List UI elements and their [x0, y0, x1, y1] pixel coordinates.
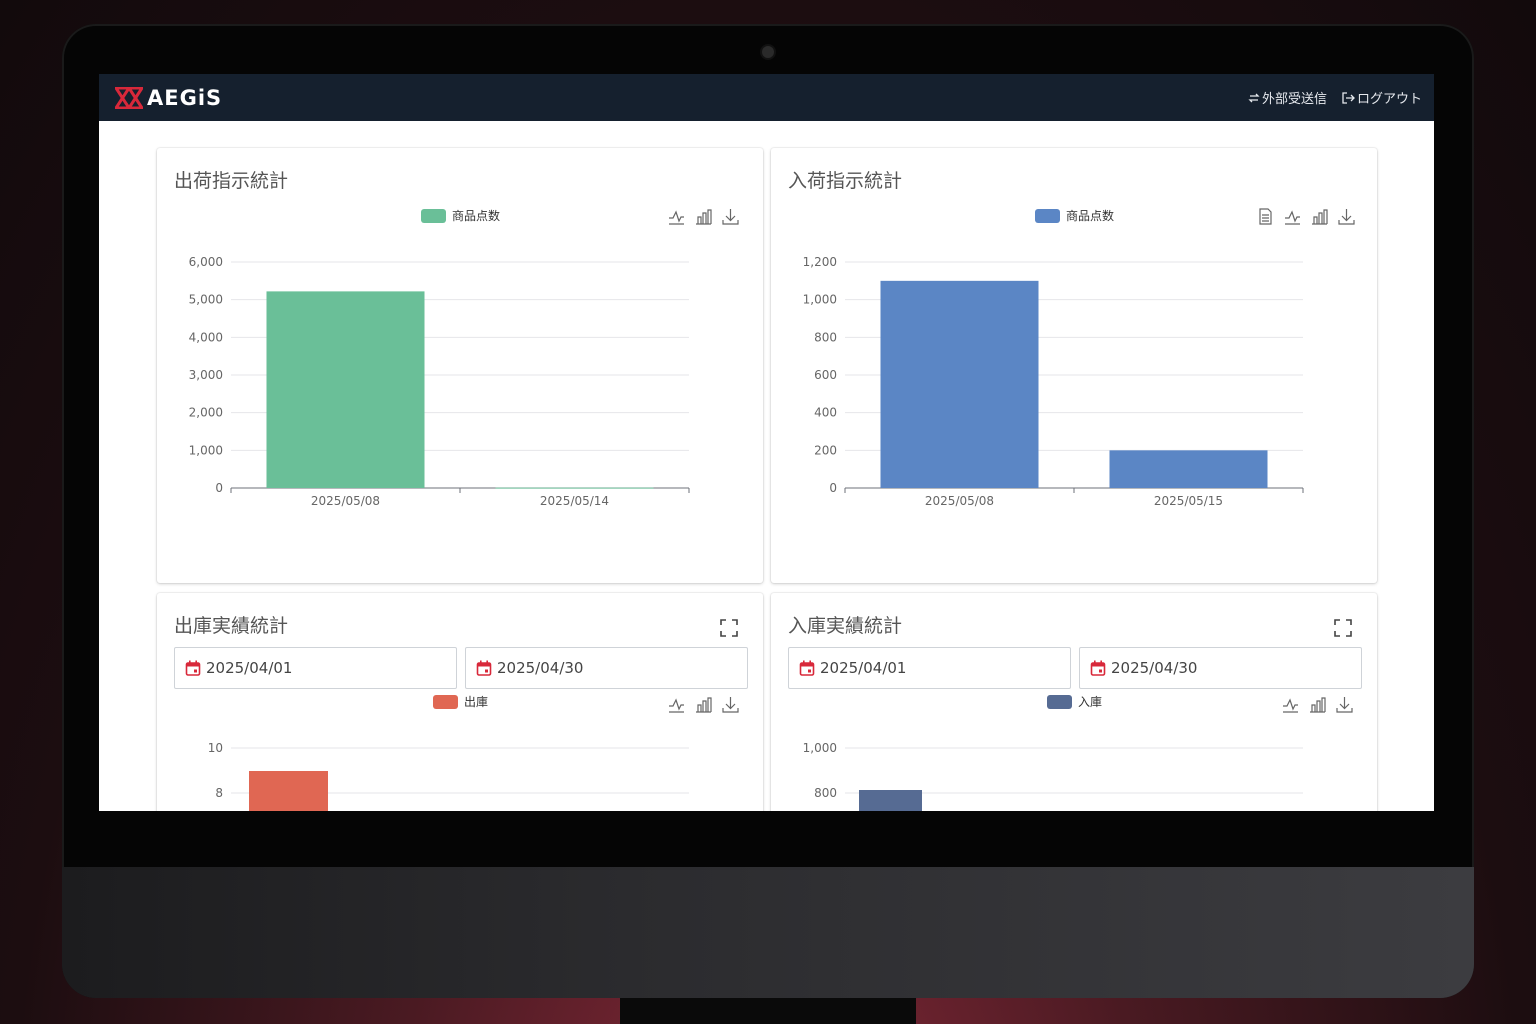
- outbound-results-card: 出庫実績統計 2025/04/01 2025/04/30 出庫 10 8: [157, 593, 763, 811]
- calendar-icon: [476, 660, 492, 676]
- calendar-icon: [185, 660, 201, 676]
- sync-icon: [1248, 93, 1260, 102]
- logout-link[interactable]: ログアウト: [1341, 88, 1422, 107]
- chart-legend[interactable]: 入庫: [1047, 693, 1102, 710]
- logout-label: ログアウト: [1356, 92, 1422, 107]
- y-tick-label: 6,000: [189, 255, 223, 269]
- date-to-input[interactable]: 2025/04/30: [1079, 647, 1362, 689]
- chart-legend[interactable]: 出庫: [433, 693, 488, 710]
- bar[interactable]: [1109, 450, 1268, 488]
- date-to-value: 2025/04/30: [497, 659, 584, 677]
- card-title: 出荷指示統計: [174, 170, 289, 192]
- x-tick-label: 2025/05/14: [540, 494, 609, 508]
- y-tick-label: 3,000: [189, 368, 223, 382]
- receiving-bar-chart: 0 200 400 600 800 1,000 1,200 2025/05/08 2025/05…: [803, 255, 1304, 508]
- external-send-receive-link[interactable]: 外部受送信: [1248, 88, 1327, 107]
- monitor-stand: [620, 998, 916, 1024]
- legend-swatch: [433, 694, 458, 709]
- bar[interactable]: [495, 487, 654, 489]
- x-tick-label: 2025/05/15: [1154, 494, 1223, 508]
- x-tick-label: 2025/05/08: [925, 494, 994, 508]
- chart-legend[interactable]: 商品点数: [421, 207, 500, 224]
- card-title: 入荷指示統計: [788, 170, 903, 192]
- fullscreen-icon[interactable]: [1334, 619, 1352, 637]
- data-view-icon[interactable]: [1257, 208, 1274, 225]
- line-chart-icon[interactable]: [1284, 208, 1301, 225]
- legend-swatch: [421, 208, 446, 223]
- y-tick-label: 600: [814, 368, 837, 382]
- legend-label: 出庫: [464, 695, 489, 709]
- legend-swatch: [1035, 208, 1060, 223]
- aegis-logo-icon: [115, 86, 143, 109]
- y-tick-label: 1,200: [803, 255, 837, 269]
- y-tick-label: 2,000: [189, 406, 223, 420]
- card-title: 入庫実績統計: [788, 615, 903, 637]
- app-screen: AEGiS 外部受送信 ログアウト 出荷指示統計 商品点数: [99, 74, 1434, 811]
- brand-logo[interactable]: AEGiS: [115, 86, 222, 110]
- line-chart-icon[interactable]: [668, 696, 685, 713]
- download-icon[interactable]: [722, 696, 739, 713]
- camera-icon: [762, 46, 774, 58]
- bar[interactable]: [266, 291, 425, 488]
- bar-chart-icon[interactable]: [695, 208, 712, 225]
- y-tick-label: 200: [814, 443, 837, 457]
- y-tick-label: 800: [814, 786, 837, 800]
- y-tick-label: 8: [215, 786, 223, 800]
- download-icon[interactable]: [722, 208, 739, 225]
- date-from-value: 2025/04/01: [820, 659, 907, 677]
- bar[interactable]: [880, 280, 1039, 488]
- external-send-receive-label: 外部受送信: [1261, 92, 1327, 107]
- y-tick-label: 0: [215, 481, 223, 495]
- y-tick-label: 1,000: [189, 443, 223, 457]
- download-icon[interactable]: [1336, 696, 1353, 713]
- card-title: 出庫実績統計: [174, 615, 289, 637]
- bar-chart-icon[interactable]: [1311, 208, 1328, 225]
- line-chart-icon[interactable]: [1282, 696, 1299, 713]
- y-tick-label: 5,000: [189, 293, 223, 307]
- inbound-bar-chart: 1,000 800: [803, 741, 1303, 811]
- logout-icon: [1342, 91, 1355, 104]
- date-from-value: 2025/04/01: [206, 659, 293, 677]
- date-from-input[interactable]: 2025/04/01: [788, 647, 1071, 689]
- shipping-instructions-card: 出荷指示統計 商品点数 0 1,000 2,000 3,000 4,000 5,000 6,…: [157, 148, 763, 583]
- y-tick-label: 10: [208, 741, 223, 755]
- y-tick-label: 400: [814, 406, 837, 420]
- date-to-value: 2025/04/30: [1111, 659, 1198, 677]
- bar-chart-icon[interactable]: [695, 696, 712, 713]
- date-to-input[interactable]: 2025/04/30: [465, 647, 748, 689]
- y-tick-label: 0: [829, 481, 837, 495]
- chart-legend[interactable]: 商品点数: [1035, 207, 1114, 224]
- legend-label: 入庫: [1078, 695, 1103, 709]
- calendar-icon: [799, 660, 815, 676]
- y-tick-label: 800: [814, 330, 837, 344]
- download-icon[interactable]: [1338, 208, 1355, 225]
- fullscreen-icon[interactable]: [720, 619, 738, 637]
- monitor-chin: [62, 867, 1474, 998]
- shipping-bar-chart: 0 1,000 2,000 3,000 4,000 5,000 6,000 2025/05/0…: [189, 255, 690, 508]
- legend-label: 商品点数: [1066, 209, 1115, 223]
- bar[interactable]: [859, 790, 922, 811]
- outbound-bar-chart: 10 8: [208, 741, 689, 811]
- receiving-instructions-card: 入荷指示統計 商品点数 0 200 400 600 800 1,000 1,200 2025/…: [771, 148, 1377, 583]
- calendar-icon: [1090, 660, 1106, 676]
- inbound-results-card: 入庫実績統計 2025/04/01 2025/04/30 入庫 1,000 80…: [771, 593, 1377, 811]
- bar[interactable]: [249, 771, 328, 811]
- y-tick-label: 1,000: [803, 741, 837, 755]
- brand-name: AEGiS: [147, 85, 223, 110]
- date-from-input[interactable]: 2025/04/01: [174, 647, 457, 689]
- line-chart-icon[interactable]: [668, 208, 685, 225]
- legend-swatch: [1047, 694, 1072, 709]
- y-tick-label: 1,000: [803, 293, 837, 307]
- legend-label: 商品点数: [452, 209, 501, 223]
- navbar: AEGiS 外部受送信 ログアウト: [99, 74, 1434, 121]
- y-tick-label: 4,000: [189, 330, 223, 344]
- x-tick-label: 2025/05/08: [311, 494, 380, 508]
- bar-chart-icon[interactable]: [1309, 696, 1326, 713]
